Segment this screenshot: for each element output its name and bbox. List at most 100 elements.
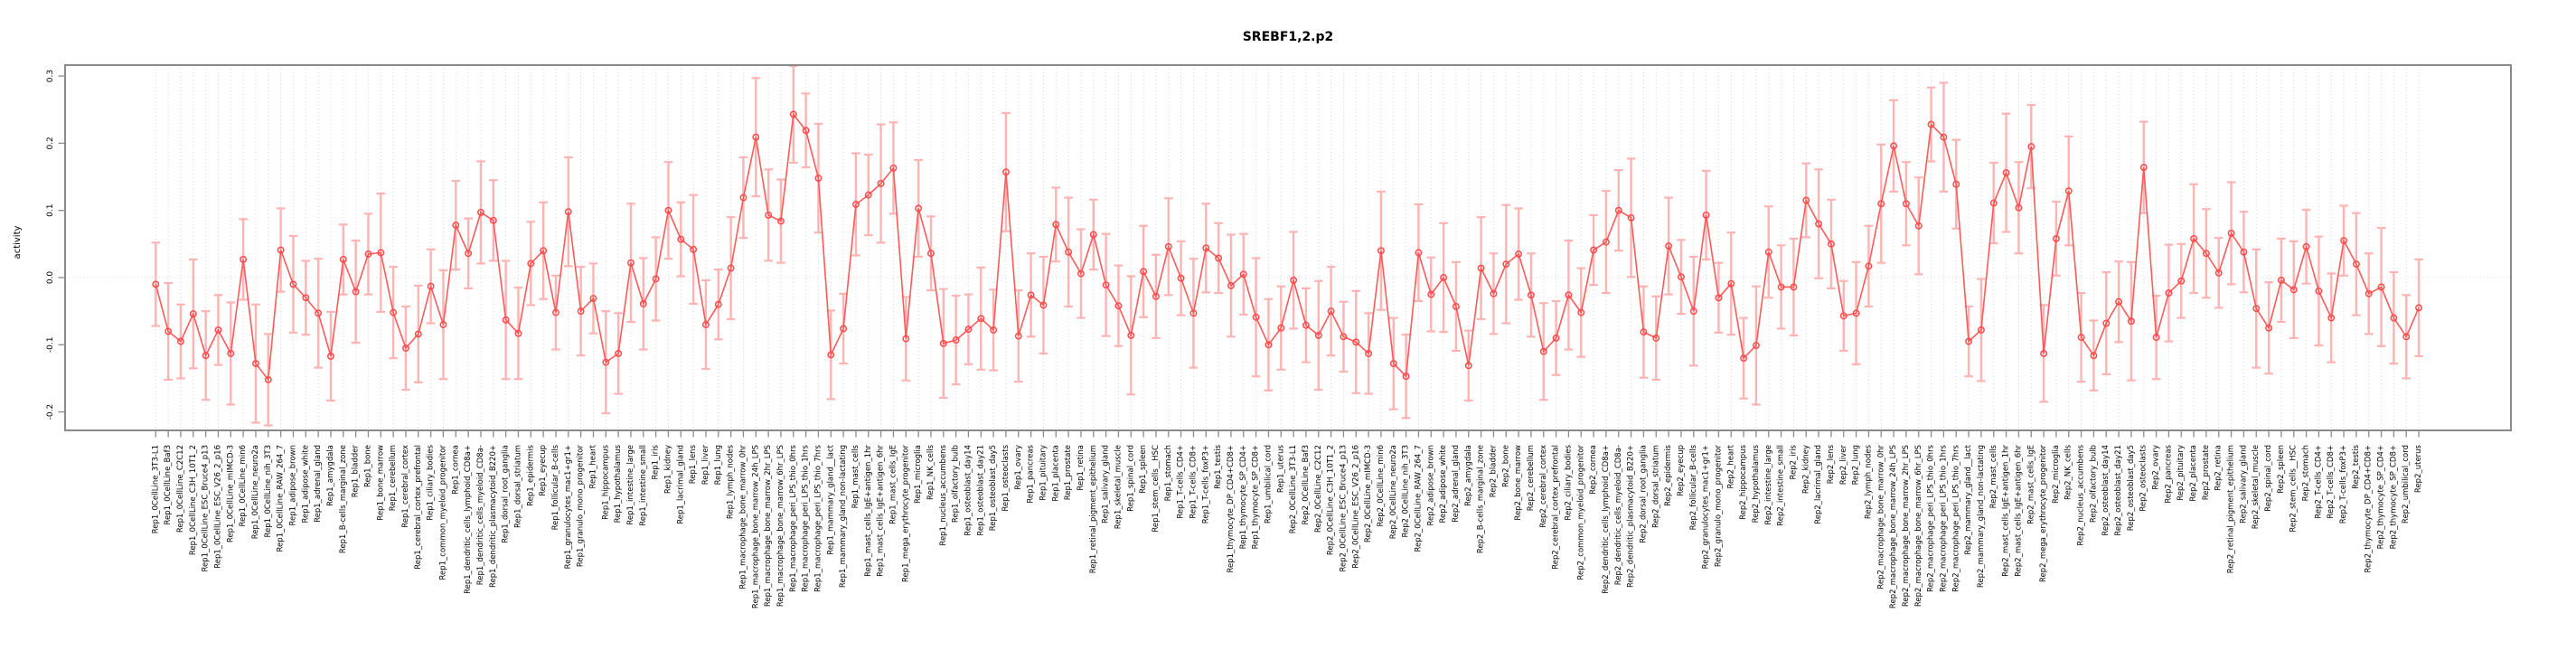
data-point [502,316,510,324]
x-tick-label: Rep2_adrenal_gland [1452,445,1461,523]
data-point [2027,143,2035,151]
x-tick-label: Rep1_epidermis [526,444,535,505]
x-tick-label: Rep2_intestine_large [1764,445,1773,525]
data-point [1677,273,1685,281]
x-tick-label: Rep1_stem_cells__HSC [1152,445,1161,533]
data-point [1827,240,1835,248]
chart-title: SREBF1,2.p2 [1243,30,1334,44]
data-point [339,255,347,263]
data-point [664,206,672,214]
x-tick-label: Rep1_0CellLine_mIMCD-3 [226,445,235,542]
data-point [1965,337,1973,345]
x-tick-label: Rep1_prostate [1064,445,1073,500]
data-point [252,360,259,368]
data-point [2240,248,2248,256]
data-point [1027,291,1035,299]
x-tick-label: Rep2_spleen [2277,445,2286,494]
x-tick-label: Rep1_olfactory_bulb [952,445,961,523]
data-point [639,300,647,307]
x-tick-label: Rep2_lung [1852,445,1861,485]
data-point [2202,250,2210,258]
data-point [1764,248,1772,256]
x-tick-label: Rep2_dorsal_root_ganglia [1639,445,1648,543]
x-tick-label: Rep1_hypothalamus [614,444,623,523]
data-point [1989,199,1998,207]
x-tick-label: Rep1_0CellLine_min6 [239,445,248,527]
x-tick-label: Rep2_mammary_gland_non-lactating [1977,445,1986,588]
data-point [1352,338,1360,346]
data-point [727,264,735,272]
x-tick-label: Rep2_T-cells_CD8+ [2327,445,2336,519]
x-tick-label: Rep1_0CellLine_neuro2a [251,445,260,539]
data-point [739,193,747,202]
x-tick-label: Rep1_bone [363,445,372,487]
x-tick-label: Rep1_pancreas [1027,444,1036,503]
x-tick-label: Rep2_0CellLine_3T3-L1 [1289,445,1298,533]
x-tick-label: Rep1_mast_cells [851,444,860,508]
x-tick-label: Rep2_dendritic_cells_lymphoid_CD8a+ [1602,445,1611,594]
x-tick-label: Rep2_uterus [2414,444,2423,493]
data-point [990,326,998,334]
x-tick-label: Rep2_macrophage_peri_LPS_thio_7hrs [1951,444,1960,591]
data-point [1164,242,1172,250]
data-point [1802,196,1810,204]
data-point [1877,200,1885,208]
data-point [1052,221,1060,229]
data-point [1790,283,1798,291]
data-point [1365,350,1373,357]
x-tick-label: Rep1_osteoblast_day21 [976,445,985,536]
x-tick-label: Rep2_hypothalamus [1752,444,1761,523]
data-point [1740,354,1748,363]
data-point [1377,247,1385,255]
data-point [677,235,685,243]
x-tick-label: Rep1_osteoblast_day5 [989,445,998,531]
x-tick-label: Rep2_nucleus_accumbens [2077,444,2086,545]
x-tick-label: Rep1_mast_cells_IgE+antigen_1hr [864,445,873,577]
data-point [1065,248,1073,256]
x-tick-label: Rep2_pituitary [2176,445,2186,501]
data-point [364,250,372,258]
x-tick-label: Rep2_retinal_pigment_epithelium [2227,445,2236,573]
data-point [2402,333,2411,341]
data-point [452,222,460,229]
x-tick-label: Rep1_common_myeloid_progenitor [438,445,447,580]
x-tick-label: Rep1_umbilical_cord [1264,445,1273,524]
x-tick-label: Rep1_placenta [1051,445,1060,502]
x-tick-label: Rep2_olfactory_bulb [2089,445,2098,523]
x-tick-label: Rep1_ciliary_bodies [427,444,436,520]
data-point [2315,287,2323,295]
data-point [1815,220,1823,228]
data-point [1702,211,1710,219]
data-point [1239,270,1247,278]
data-point [1577,308,1585,316]
data-point [851,201,860,208]
x-tick-label: Rep1_nucleus_accumbens [939,444,948,545]
data-point [1527,291,1535,299]
x-tick-label: Rep1_0CellLine_RAW_264_7 [277,445,286,552]
data-point [1852,309,1860,317]
x-tick-label: Rep2_cornea [1589,445,1598,495]
x-tick-label: Rep2_0CellLine_C2C12 [1314,445,1323,533]
data-point [1464,362,1472,370]
data-point [489,216,497,224]
data-point [690,245,698,253]
x-tick-label: Rep2_B-cells_marginal_zone [1477,445,1486,553]
data-point [2252,305,2261,313]
x-tick-label: Rep2_macrophage_peri_LPS_thio_0hrs [1927,444,1936,591]
data-point [2015,203,2023,212]
data-point [877,180,885,187]
x-tick-label: Rep1_T-cells_foxP3+ [1201,445,1210,524]
data-point [2327,314,2336,322]
data-point [939,339,947,347]
data-point [2152,334,2160,342]
data-point [414,330,422,338]
x-tick-label: Rep2_thymocyte_DP_CD4+CD8+ [2364,445,2374,573]
data-point [952,336,960,344]
data-point [2177,277,2186,285]
x-tick-label: Rep1_T-cells_CD8+ [1189,445,1198,519]
x-tick-label: Rep1_heart [588,444,597,488]
x-tick-label: Rep1_eyecup [539,445,548,496]
x-tick-label: Rep2_mast_cells_IgE+antigen_6hr [2014,445,2023,577]
x-tick-label: Rep1_osteoblast_day14 [964,445,973,536]
data-point [1890,142,1898,150]
